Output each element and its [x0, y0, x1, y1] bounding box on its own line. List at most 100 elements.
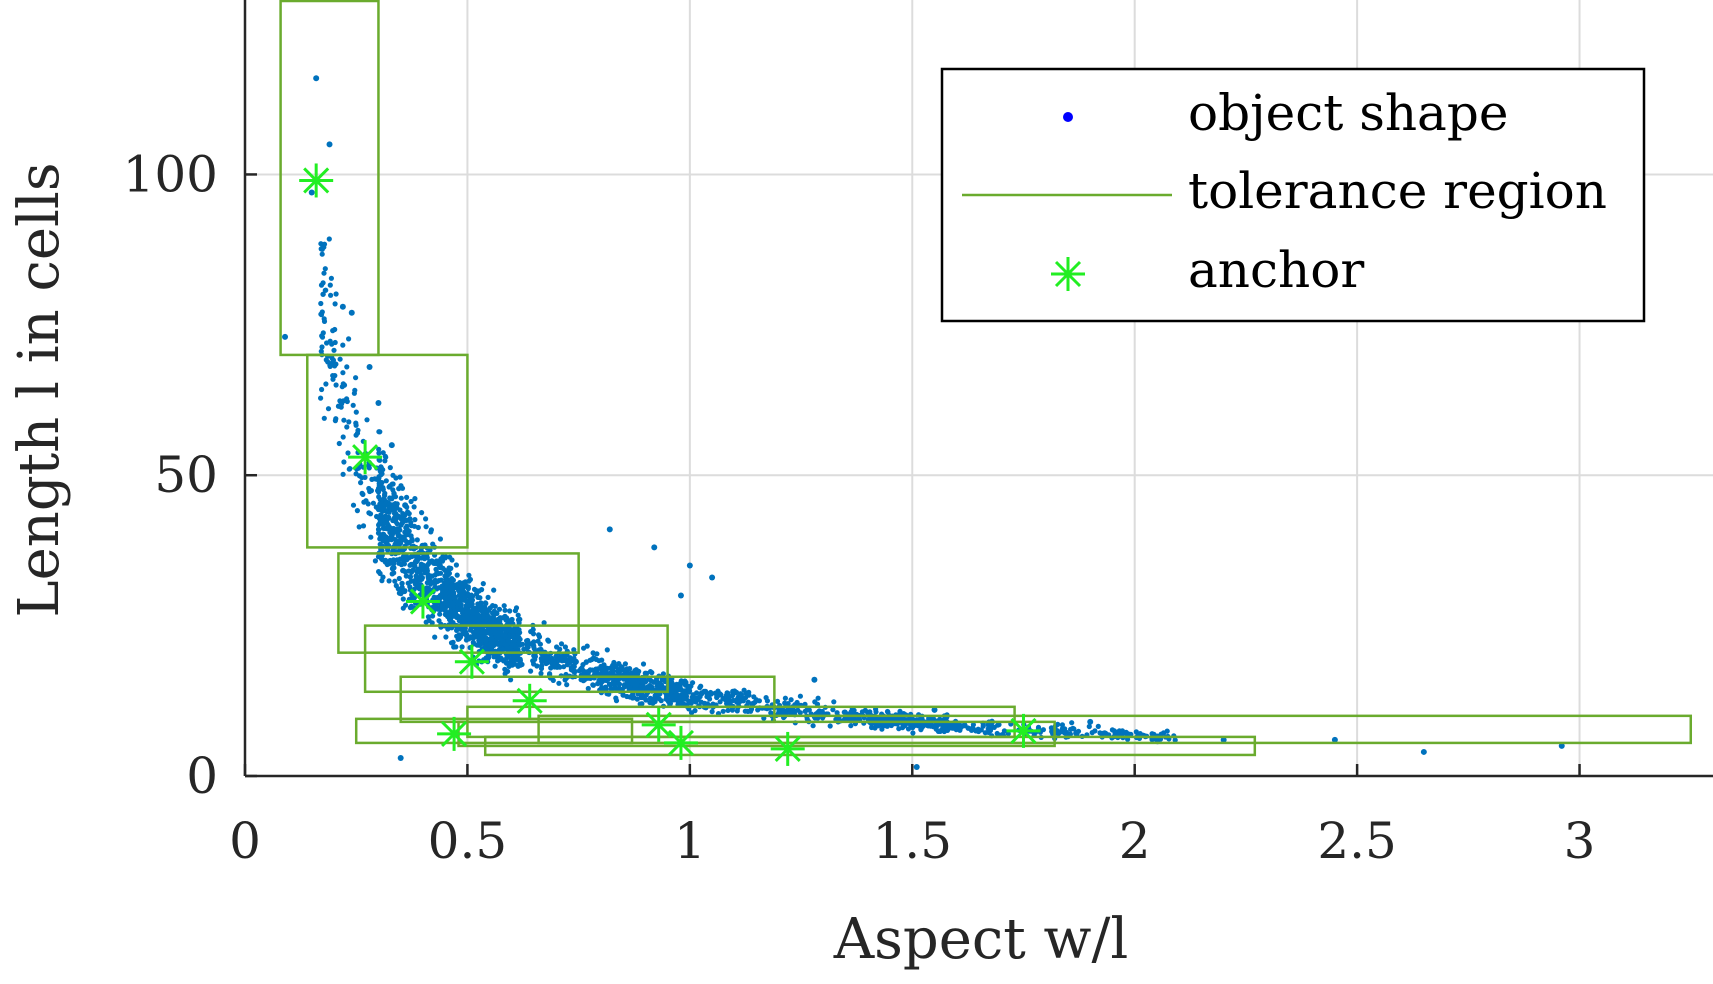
object-shape-point: [734, 696, 740, 703]
object-shape-point: [401, 554, 407, 560]
object-shape-point: [659, 684, 666, 690]
object-shape-point: [397, 527, 403, 533]
object-shape-point: [659, 677, 665, 683]
object-shape-point: [443, 634, 449, 640]
object-shape-point: [446, 616, 453, 623]
object-shape-point: [389, 566, 395, 572]
object-shape-point: [326, 236, 332, 242]
object-shape-point: [535, 638, 541, 644]
object-shape-point: [399, 520, 405, 526]
object-shape-point: [500, 632, 506, 638]
object-shape-point: [330, 373, 336, 379]
object-shape-point: [337, 356, 343, 362]
object-shape-point: [376, 569, 382, 575]
object-shape-point: [344, 364, 350, 370]
x-tick-label: 2: [1119, 812, 1151, 870]
x-tick-label: 0.5: [428, 812, 508, 870]
object-shape-point: [709, 574, 716, 581]
object-shape-point: [449, 557, 455, 563]
object-shape-point: [670, 681, 676, 688]
object-shape-point: [689, 710, 695, 716]
object-shape-point: [550, 677, 556, 684]
object-shape-point: [390, 557, 397, 563]
object-shape-point: [502, 666, 508, 672]
object-shape-point: [425, 561, 432, 567]
object-shape-point: [391, 561, 397, 567]
object-shape-point: [392, 537, 398, 543]
object-shape-point: [557, 664, 563, 670]
object-shape-point: [624, 666, 630, 672]
object-shape-point: [643, 697, 649, 703]
object-shape-point: [932, 723, 938, 729]
object-shape-point: [660, 671, 667, 677]
object-shape-point: [331, 347, 337, 353]
object-shape-point: [913, 763, 920, 770]
object-shape-point: [738, 692, 745, 698]
object-shape-point: [562, 644, 569, 650]
object-shape-point: [438, 556, 444, 562]
anchor-marker: [663, 725, 698, 760]
object-shape-point: [440, 565, 446, 572]
object-shape-point: [516, 634, 522, 641]
object-shape-point: [685, 685, 691, 691]
object-shape-point: [607, 682, 613, 688]
object-shape-point: [897, 708, 903, 715]
object-shape-point: [697, 685, 703, 691]
object-shape-point: [732, 689, 738, 695]
object-shape-point: [390, 517, 396, 524]
object-shape-point: [407, 574, 413, 580]
tolerance-region-rect: [483, 735, 1257, 757]
object-shape-point: [651, 544, 658, 551]
object-shape-point: [341, 417, 347, 423]
object-shape-point: [413, 558, 419, 564]
object-shape-point: [381, 531, 387, 538]
object-shape-point: [1061, 730, 1068, 736]
object-shape-point: [717, 699, 723, 705]
object-shape-point: [345, 450, 351, 456]
object-shape-point: [485, 594, 491, 601]
object-shape-point: [353, 422, 359, 428]
object-shape-point: [584, 643, 590, 649]
object-shape-point: [398, 495, 404, 501]
object-shape-point: [426, 577, 432, 583]
object-shape-point: [408, 520, 414, 526]
object-shape-point: [511, 626, 517, 632]
object-shape-point: [884, 723, 890, 729]
object-shape-point: [910, 730, 916, 736]
object-shape-point: [585, 669, 592, 676]
object-shape-point: [383, 557, 389, 563]
object-shape-point: [433, 566, 439, 572]
object-shape-point: [424, 586, 430, 592]
object-shape-point: [631, 681, 638, 687]
y-tick-labels: 0 50 100: [123, 145, 218, 805]
object-shape-point: [408, 561, 414, 568]
object-shape-point: [995, 722, 1001, 728]
object-shape-point: [412, 517, 418, 523]
object-shape-point: [756, 698, 763, 704]
object-shape-point: [920, 723, 926, 729]
legend-label-tolerance-region: tolerance region: [1188, 162, 1607, 220]
tolerance-region-rect: [354, 717, 634, 745]
object-shape-point: [449, 582, 455, 589]
object-shape-point: [475, 594, 481, 601]
object-shape-point: [407, 605, 413, 611]
object-shape-point: [492, 663, 498, 669]
object-shape-point: [500, 647, 506, 653]
object-shape-point: [417, 568, 424, 574]
object-shape-point: [776, 709, 782, 715]
object-shape-point: [428, 581, 434, 587]
object-shape-point: [1103, 730, 1109, 737]
object-shape-point: [411, 504, 417, 510]
object-shape-point: [466, 572, 472, 578]
object-shape-point: [830, 707, 836, 713]
object-shape-point: [383, 454, 389, 460]
object-shape-point: [396, 575, 402, 582]
object-shape-point: [480, 605, 486, 611]
x-tick-label: 1.5: [873, 812, 953, 870]
object-shape-point: [483, 637, 489, 643]
object-shape-point: [680, 693, 687, 699]
object-shape-point: [406, 568, 412, 574]
object-shape-point: [743, 690, 749, 696]
object-shape-point: [491, 628, 497, 634]
object-shape-point: [382, 501, 389, 507]
